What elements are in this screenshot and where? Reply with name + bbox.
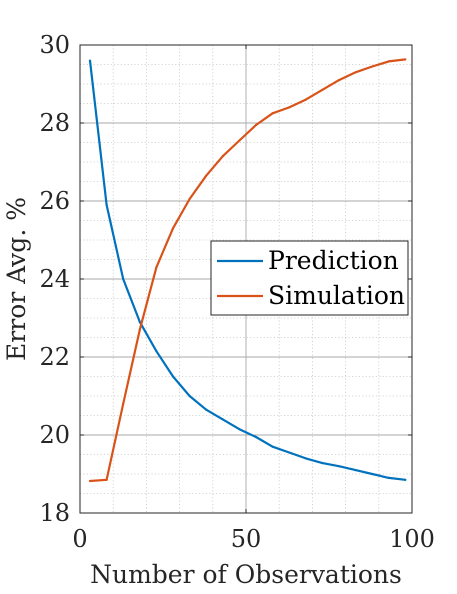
y-tick-label: 30 (39, 31, 70, 59)
data-point-simulation (88, 479, 92, 483)
data-point-prediction (122, 277, 125, 281)
data-point-prediction (304, 457, 307, 460)
legend-box (210, 240, 409, 316)
legend-label-simulation: Simulation (268, 281, 405, 310)
data-point-simulation (171, 227, 175, 230)
data-point-simulation (271, 112, 274, 115)
x-tick-label: 0 (72, 525, 87, 553)
y-tick-label: 26 (39, 187, 70, 215)
data-point-prediction (337, 465, 341, 468)
data-point-prediction (188, 394, 191, 398)
data-point-simulation (105, 478, 108, 481)
y-tick-label: 28 (39, 109, 70, 137)
data-point-prediction (288, 451, 291, 454)
data-point-prediction (404, 478, 407, 481)
minor-grid (80, 45, 412, 513)
data-point-simulation (138, 328, 141, 331)
data-point-simulation (155, 266, 158, 269)
data-point-simulation (321, 88, 324, 91)
data-point-simulation (188, 197, 191, 201)
x-tick-label: 100 (389, 525, 435, 553)
data-point-simulation (304, 98, 307, 101)
data-point-prediction (354, 469, 357, 472)
data-point-simulation (371, 65, 374, 68)
y-tick-label: 18 (39, 499, 70, 527)
y-tick-label: 20 (39, 421, 70, 449)
data-point-prediction (254, 435, 258, 439)
x-tick-label: 50 (231, 525, 262, 553)
series-layer (88, 58, 407, 483)
y-tick-label: 24 (39, 265, 70, 293)
data-point-simulation (238, 139, 241, 142)
data-point-simulation (404, 58, 407, 61)
data-point-prediction (205, 408, 208, 411)
data-point-prediction (221, 418, 224, 421)
data-point-prediction (321, 461, 324, 465)
data-point-simulation (354, 71, 357, 74)
data-point-simulation (221, 155, 224, 158)
data-point-simulation (387, 60, 390, 63)
data-point-simulation (337, 79, 341, 82)
series-line-prediction (88, 60, 406, 481)
series-line-simulation (89, 58, 406, 483)
data-point-prediction (171, 375, 175, 378)
data-point-prediction (271, 445, 274, 448)
y-axis-label: Error Avg. % (2, 197, 31, 361)
data-point-prediction (238, 428, 241, 431)
y-tick-labels: 18 20 22 24 26 28 30 (39, 31, 70, 527)
legend: Prediction Simulation (210, 240, 409, 316)
tick-marks (79, 44, 413, 514)
data-point-simulation (254, 123, 258, 127)
data-point-prediction (88, 59, 92, 62)
data-point-prediction (105, 203, 108, 206)
x-axis-label: Number of Observations (90, 560, 402, 589)
data-point-prediction (371, 472, 374, 476)
data-point-simulation (205, 174, 208, 177)
data-point-simulation (288, 106, 291, 109)
data-point-simulation (122, 402, 125, 405)
data-point-prediction (138, 320, 141, 323)
data-point-prediction (155, 350, 158, 353)
legend-label-prediction: Prediction (268, 246, 399, 275)
data-point-prediction (387, 476, 390, 479)
x-tick-labels: 0 50 100 (72, 525, 435, 553)
y-tick-label: 22 (39, 343, 70, 371)
